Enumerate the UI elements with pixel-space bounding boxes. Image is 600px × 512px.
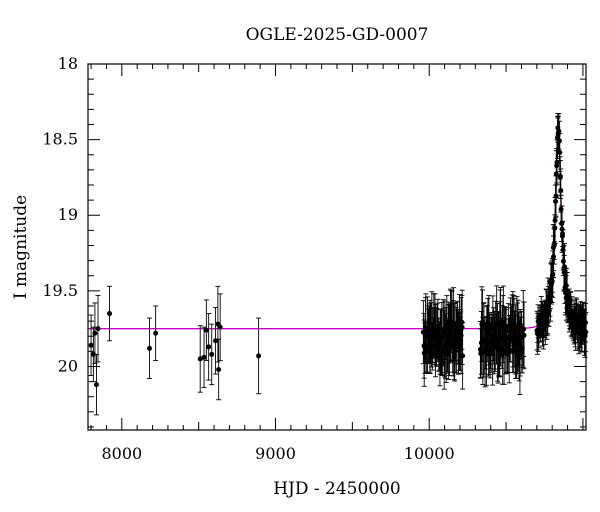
- y-tick-label: 18: [58, 54, 78, 73]
- model-curve: [88, 131, 587, 330]
- y-tick-label: 19: [58, 205, 78, 224]
- y-tick-label: 19.5: [42, 281, 78, 300]
- data-point: [216, 367, 222, 373]
- x-tick-label: 9000: [255, 444, 296, 463]
- y-tick-label: 20: [58, 356, 78, 375]
- y-tick-label: 18.5: [42, 130, 78, 149]
- data-point: [550, 254, 556, 260]
- data-point: [521, 326, 527, 332]
- data-point: [554, 159, 560, 165]
- x-tick-label: 10000: [404, 444, 455, 463]
- data-point: [93, 382, 99, 388]
- data-point: [197, 356, 203, 362]
- data-point: [556, 128, 562, 134]
- data-point: [107, 311, 113, 317]
- data-point: [560, 258, 566, 264]
- axis-ticks: [88, 63, 586, 430]
- y-axis-label: I magnitude: [11, 195, 31, 299]
- data-point: [560, 231, 566, 237]
- data-point: [459, 324, 465, 330]
- data-point: [209, 351, 215, 357]
- data-point: [146, 345, 152, 351]
- axis-tick-labels: 8000 9000 10000 18 18.5 19 19.5 20: [42, 54, 454, 463]
- data-point: [558, 188, 564, 194]
- data-point: [256, 353, 262, 359]
- chart-title: OGLE-2025-GD-0007: [246, 25, 429, 45]
- data-point: [563, 283, 569, 289]
- data-point: [557, 149, 563, 155]
- data-point: [217, 324, 223, 330]
- x-axis-label: HJD - 2450000: [273, 479, 401, 499]
- data-point: [92, 330, 98, 336]
- data-point: [521, 332, 527, 338]
- x-tick-label: 8000: [101, 444, 142, 463]
- data-point: [201, 354, 207, 360]
- data-point: [88, 342, 94, 348]
- data-point: [203, 327, 209, 333]
- plot-frame: [87, 63, 587, 431]
- data-point: [550, 271, 556, 277]
- data-point: [552, 218, 558, 224]
- data-points: [88, 113, 589, 416]
- data-point: [206, 344, 212, 350]
- data-point: [558, 206, 564, 212]
- data-point: [95, 326, 101, 332]
- data-point: [460, 353, 466, 359]
- data-point: [153, 330, 159, 336]
- data-point: [553, 198, 559, 204]
- model-layer: [88, 131, 587, 330]
